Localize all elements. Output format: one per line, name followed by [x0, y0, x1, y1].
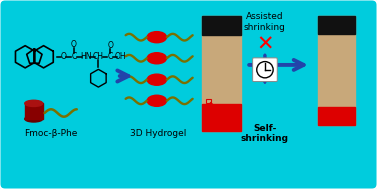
Text: Fmoc-β-Phe: Fmoc-β-Phe [24, 129, 77, 138]
FancyBboxPatch shape [253, 58, 277, 82]
Ellipse shape [147, 32, 167, 43]
Text: OH: OH [115, 52, 127, 60]
Text: O: O [71, 40, 77, 50]
Text: Self-
shrinking: Self- shrinking [241, 124, 289, 143]
Text: ✕: ✕ [256, 35, 274, 55]
Text: 3D Hydrogel: 3D Hydrogel [130, 129, 187, 138]
Ellipse shape [25, 100, 43, 106]
Ellipse shape [147, 95, 167, 106]
Bar [25, 103, 43, 119]
Bar [318, 16, 355, 125]
Ellipse shape [147, 74, 167, 85]
Ellipse shape [147, 53, 167, 64]
Circle shape [257, 62, 273, 78]
Bar [202, 16, 241, 35]
Bar [206, 99, 210, 103]
Text: Assisted
shrinking: Assisted shrinking [244, 12, 286, 33]
Text: C: C [71, 52, 77, 60]
Text: O: O [61, 52, 67, 60]
Bar [202, 16, 241, 131]
Bar [318, 16, 355, 34]
Text: HN: HN [80, 52, 92, 60]
Text: O: O [107, 41, 113, 50]
Text: C: C [108, 52, 113, 60]
Bar [202, 104, 241, 131]
Text: CH: CH [93, 52, 104, 60]
Ellipse shape [25, 116, 43, 122]
Bar [318, 107, 355, 125]
